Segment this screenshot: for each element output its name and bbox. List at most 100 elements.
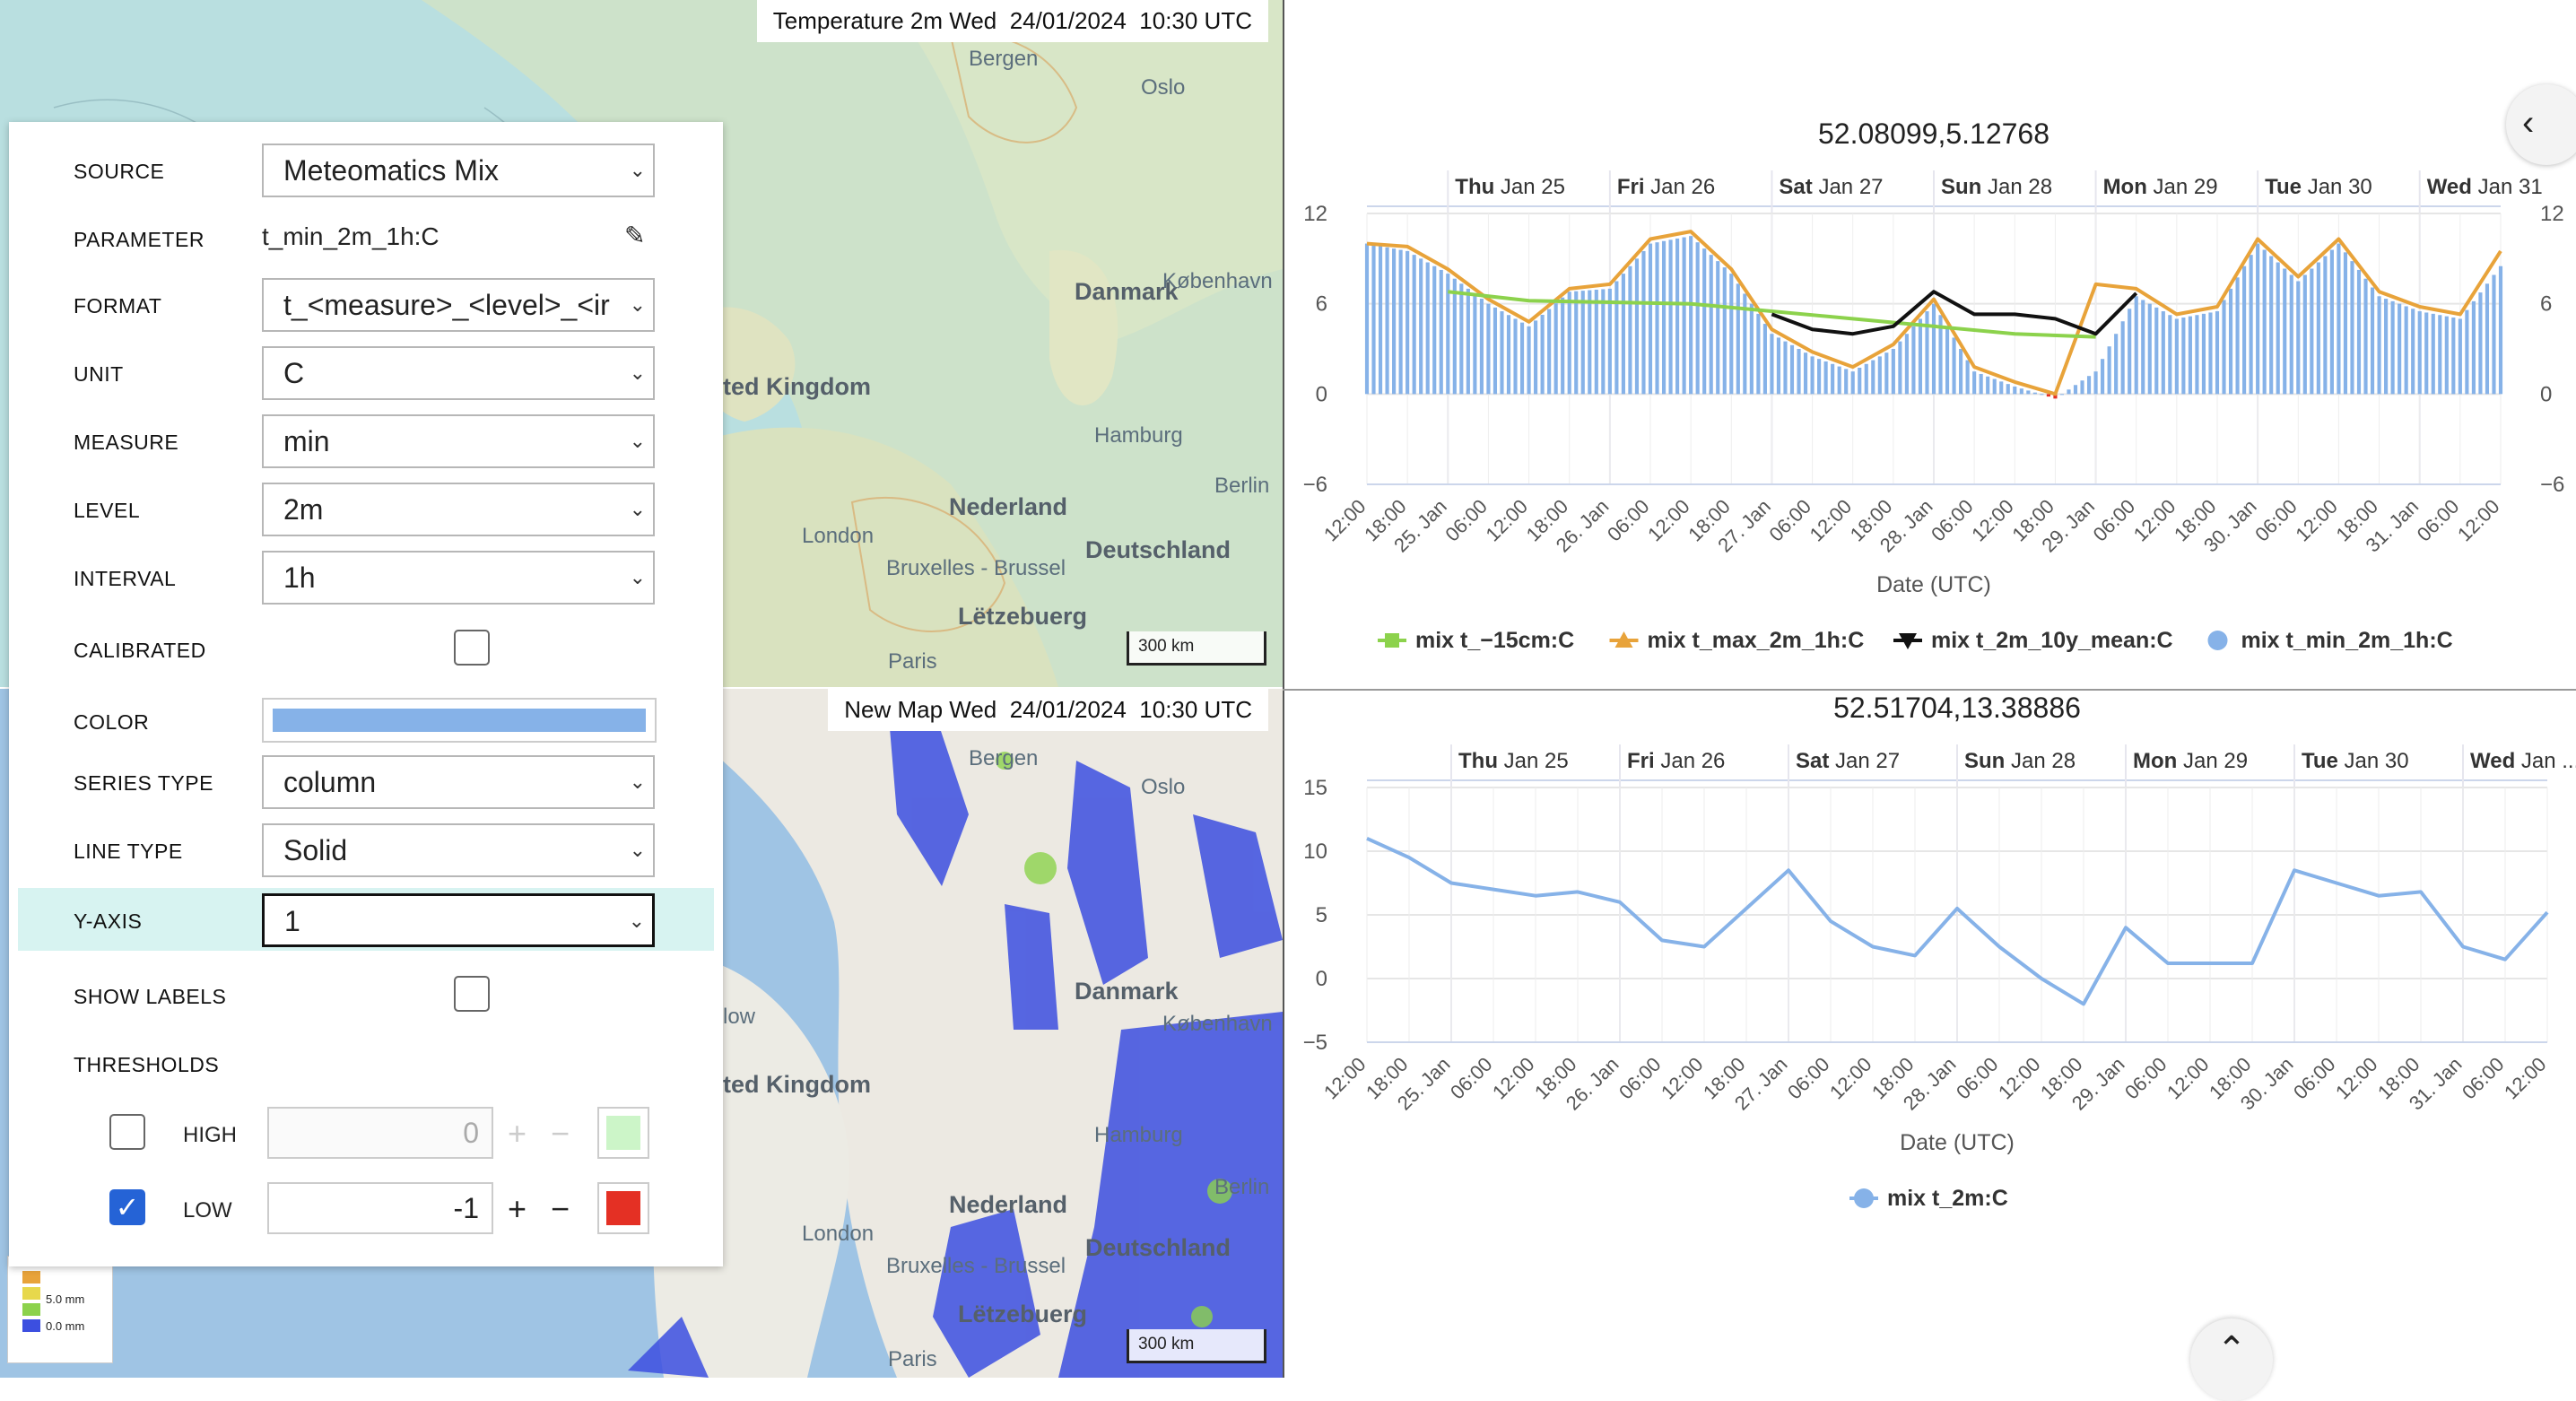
chevron-down-icon: ⌄ xyxy=(629,770,646,793)
column-bar xyxy=(1432,265,1437,395)
column-bar xyxy=(1945,326,1950,395)
column-bar xyxy=(2276,262,2280,395)
column-bar xyxy=(1607,288,1612,395)
column-bar xyxy=(2323,256,2328,395)
threshold-high-checkbox[interactable] xyxy=(109,1114,145,1150)
column-bar xyxy=(1364,243,1370,395)
legend-label: mix t_min_2m_1h:C xyxy=(2241,628,2453,653)
column-bar xyxy=(1594,290,1598,395)
day-label: Tue Jan 30 xyxy=(2265,175,2372,199)
column-bar xyxy=(1992,379,1997,395)
column-bar xyxy=(1601,289,1606,395)
column-bar xyxy=(2444,316,2449,395)
increment-icon[interactable]: + xyxy=(508,1190,527,1227)
legend-marker xyxy=(1385,633,1399,648)
show-labels-checkbox[interactable] xyxy=(454,976,490,1012)
threshold-low-input[interactable]: -1 xyxy=(267,1182,493,1234)
series-type-value: column xyxy=(283,766,377,798)
column-bar xyxy=(2384,299,2389,395)
color-picker[interactable] xyxy=(262,698,657,743)
expand-up-button[interactable]: ⌃ xyxy=(2190,1318,2273,1401)
decrement-icon[interactable]: − xyxy=(551,1190,570,1227)
x-tick-label: 12:00 xyxy=(1319,495,1371,546)
threshold-low-checkbox[interactable]: ✓ xyxy=(109,1189,145,1225)
calibrated-checkbox[interactable] xyxy=(454,630,490,666)
column-bar xyxy=(1534,320,1538,395)
map-label: Lëtzebuerg xyxy=(958,1301,1088,1327)
increment-icon[interactable]: + xyxy=(508,1115,527,1152)
column-bar xyxy=(1986,376,1990,395)
measure-value: min xyxy=(283,425,330,457)
level-label: LEVEL xyxy=(74,499,141,522)
column-bar xyxy=(2337,243,2341,395)
show-labels-label: SHOW LABELS xyxy=(74,985,227,1008)
column-bar xyxy=(2329,249,2334,395)
legend-label: 5.0 mm xyxy=(46,1292,85,1306)
column-bar xyxy=(1722,267,1727,395)
column-bar xyxy=(1655,242,1659,395)
level-select[interactable]: 2m ⌄ xyxy=(262,483,655,536)
series-settings-panel: SOURCE Meteomatics Mix ⌄ PARAMETER t_min_… xyxy=(9,122,723,1266)
interval-select[interactable]: 1h ⌄ xyxy=(262,551,655,605)
column-bar xyxy=(1371,244,1376,395)
format-select[interactable]: t_<measure>_<level>_<ir ⌄ xyxy=(262,278,655,332)
legend-marker xyxy=(1614,631,1633,648)
unit-select[interactable]: C ⌄ xyxy=(262,346,655,400)
map-label: Danmark xyxy=(1075,978,1179,1005)
source-select[interactable]: Meteomatics Mix ⌄ xyxy=(262,144,655,197)
chart-top[interactable]: 52.08099,5.12768 Thu Jan 25 Fri Jan 26 Sat … xyxy=(1284,0,2576,687)
measure-row: MEASURE min ⌄ xyxy=(9,414,723,468)
map-label: Nederland xyxy=(949,493,1068,520)
column-bar xyxy=(1918,318,1923,395)
column-bar xyxy=(2310,268,2314,395)
column-bar xyxy=(1446,274,1450,395)
y-tick-label: 5 xyxy=(1316,903,1327,927)
threshold-high-color[interactable] xyxy=(597,1107,649,1159)
column-bar xyxy=(1749,303,1754,395)
column-bar xyxy=(1392,248,1397,395)
y-axis-select[interactable]: 1 ⌄ xyxy=(262,893,655,947)
column-bar xyxy=(2398,303,2402,395)
y-tick-label: 6 xyxy=(1316,292,1327,317)
column-bar xyxy=(1473,293,1477,395)
map-label: Paris xyxy=(888,649,937,674)
x-tick-label: 12:00 xyxy=(2453,495,2504,546)
threshold-low-color[interactable] xyxy=(597,1182,649,1234)
collapse-panel-button[interactable]: ‹ xyxy=(2506,84,2576,165)
y-tick-label: 12 xyxy=(1303,202,1327,226)
column-bar xyxy=(1884,352,1889,395)
column-bar xyxy=(1904,334,1909,395)
x-tick-label: 12:00 xyxy=(1994,1053,2045,1104)
column-bar xyxy=(2168,315,2172,395)
column-bar xyxy=(2269,256,2274,395)
series-type-row: SERIES TYPE column ⌄ xyxy=(9,755,723,809)
temperature-map[interactable]: Temperature 2m Wed 24/01/2024 10:30 UTC … xyxy=(0,0,1283,687)
column-bar xyxy=(1459,283,1464,395)
column-bar xyxy=(2343,252,2348,395)
line-type-select[interactable]: Solid ⌄ xyxy=(262,823,655,877)
column-bar xyxy=(1979,373,1983,395)
column-bar xyxy=(1972,371,1977,395)
calibrated-row: CALIBRATED xyxy=(9,621,723,674)
column-bar xyxy=(1702,248,1707,395)
legend-label: mix t_2m:C xyxy=(1887,1186,2008,1211)
threshold-high-row: HIGH 0 + − xyxy=(9,1103,723,1166)
chart-title: 52.08099,5.12768 xyxy=(1818,117,2049,150)
column-bar xyxy=(1695,242,1700,395)
map-label: Bruxelles - Brussel xyxy=(886,556,1066,580)
decrement-icon[interactable]: − xyxy=(551,1115,570,1152)
column-bar xyxy=(2188,316,2192,395)
chart-bottom[interactable]: 52.51704,13.38886 Thu Jan 25 Fri Jan 26 Sat… xyxy=(1284,691,2576,1378)
threshold-high-input[interactable]: 0 xyxy=(267,1107,493,1159)
legend-label: 0.0 mm xyxy=(46,1319,85,1333)
pencil-icon[interactable]: ✎ xyxy=(624,222,646,249)
series-type-select[interactable]: column ⌄ xyxy=(262,755,655,809)
column-bar xyxy=(2451,318,2456,395)
column-bar xyxy=(1513,318,1518,395)
column-bar xyxy=(1419,258,1423,395)
x-tick-label: 06:00 xyxy=(1440,495,1492,546)
column-bar xyxy=(1911,326,1916,395)
column-bar xyxy=(1519,322,1525,395)
column-bar xyxy=(2249,255,2253,395)
measure-select[interactable]: min ⌄ xyxy=(262,414,655,468)
